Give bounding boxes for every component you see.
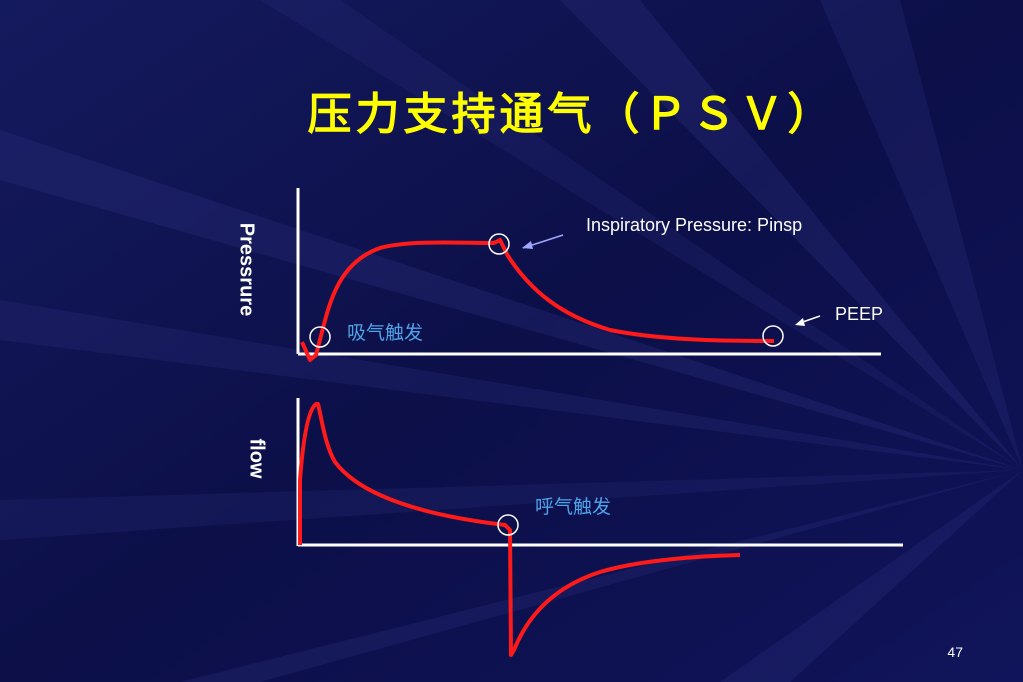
- pinsp-marker-circle: [488, 233, 510, 255]
- inspiratory-trigger-annotation: 吸气触发: [347, 322, 424, 344]
- expiratory-trigger-annotation: 呼气触发: [535, 496, 612, 518]
- peep-marker-circle: [762, 325, 784, 347]
- trigger-marker-circle: [309, 326, 331, 348]
- pressure-curve: [300, 238, 775, 362]
- cycle-marker-circle: [497, 514, 519, 536]
- flow-axis-label: flow: [245, 438, 268, 479]
- pressure-axis-label: Pressrure: [235, 222, 258, 317]
- peep-annotation: PEEP: [835, 304, 884, 324]
- slide-title: 压力支持通气（ＰＳＶ）: [307, 89, 836, 140]
- pinsp-annotation: Inspiratory Pressure: Pinsp: [586, 215, 803, 235]
- page-number: 47: [947, 644, 963, 660]
- flow-curve: [298, 402, 741, 657]
